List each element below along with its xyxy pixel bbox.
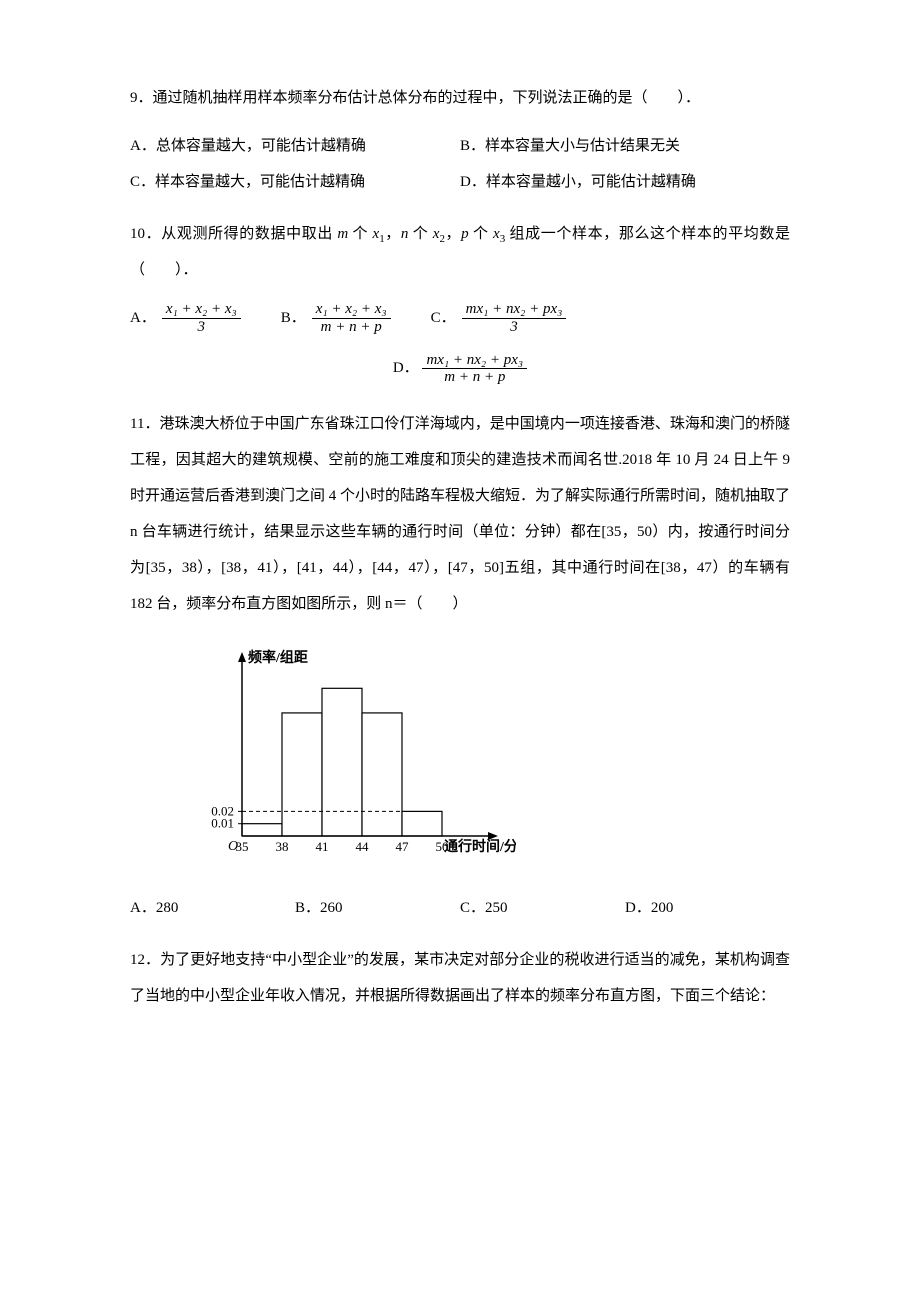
q10-c-label: C． — [431, 300, 456, 336]
q10-option-a: A． x₁ + x₂ + x₃ 3 — [130, 300, 241, 336]
q10-c2: ， — [445, 226, 461, 242]
q10-d-label: D． — [393, 360, 419, 376]
question-12-stem: 12．为了更好地支持“中小型企业”的发展，某市决定对部分企业的税收进行适当的减免… — [130, 942, 790, 1014]
q10-mid1: 个 — [348, 226, 372, 242]
q10-options-row: A． x₁ + x₂ + x₃ 3 B． x₁ + x₂ + x₃ m + n … — [130, 300, 790, 336]
q9-options-row2: C．样本容量越大，可能估计越精确 D．样本容量越小，可能估计越精确 — [130, 164, 790, 200]
q10-c-frac: mx₁ + nx₂ + px₃ 3 — [462, 301, 567, 335]
q10-c-num: mx₁ + nx₂ + px₃ — [462, 301, 567, 319]
svg-text:47: 47 — [396, 839, 410, 854]
q10-d-frac: mx₁ + nx₂ + px₃ m + n + p — [422, 352, 527, 386]
q10-b-den: m + n + p — [312, 319, 391, 336]
q10-mid3: 个 — [469, 226, 493, 242]
q10-c-den: 3 — [462, 319, 567, 336]
q10-m: m — [337, 226, 348, 242]
q9-option-c: C．样本容量越大，可能估计越精确 — [130, 164, 460, 200]
q9-stem-row: 9．通过随机抽样用样本频率分布估计总体分布的过程中，下列说法正确的是（ ）． — [130, 80, 790, 116]
q11-histogram: 0.020.01353841444750O频率/组距通行时间/分钟 — [186, 634, 790, 878]
q9-stem-full: 9．通过随机抽样用样本频率分布估计总体分布的过程中，下列说法正确的是（ ）． — [130, 90, 700, 106]
q10-a-den: 3 — [162, 319, 241, 336]
q10-b-label: B． — [281, 300, 306, 336]
q10-b-num: x₁ + x₂ + x₃ — [312, 301, 391, 319]
q10-d-den: m + n + p — [422, 369, 527, 386]
q10-d-num: mx₁ + nx₂ + px₃ — [422, 352, 527, 370]
q9-options-row1: A．总体容量越大，可能估计越精确 B．样本容量大小与估计结果无关 — [130, 128, 790, 164]
q10-x3: x — [493, 226, 500, 242]
q11-options: A．280 B．260 C．250 D．200 — [130, 890, 790, 926]
q10-pre: 10．从观测所得的数据中取出 — [130, 226, 337, 242]
question-10-stem: 10．从观测所得的数据中取出 m 个 x1，n 个 x2，p 个 x3 组成一个… — [130, 216, 790, 288]
q11-option-c: C．250 — [460, 890, 625, 926]
svg-text:频率/组距: 频率/组距 — [248, 649, 308, 666]
q10-option-c: C． mx₁ + nx₂ + px₃ 3 — [431, 300, 567, 336]
q9-option-a: A．总体容量越大，可能估计越精确 — [130, 128, 460, 164]
q10-a-label: A． — [130, 300, 156, 336]
svg-text:44: 44 — [356, 839, 370, 854]
q9-option-d: D．样本容量越小，可能估计越精确 — [460, 164, 790, 200]
svg-text:O: O — [228, 839, 238, 854]
q11-option-a: A．280 — [130, 890, 295, 926]
q11-option-d: D．200 — [625, 890, 790, 926]
svg-text:0.01: 0.01 — [211, 816, 234, 831]
q10-p: p — [461, 226, 469, 242]
q10-a-frac: x₁ + x₂ + x₃ 3 — [162, 301, 241, 335]
q10-a-num: x₁ + x₂ + x₃ — [162, 301, 241, 319]
histogram-svg: 0.020.01353841444750O频率/组距通行时间/分钟 — [186, 634, 516, 864]
q11-option-b: B．260 — [295, 890, 460, 926]
svg-text:通行时间/分钟: 通行时间/分钟 — [444, 838, 516, 855]
q10-c1: ， — [385, 226, 401, 242]
question-11-stem: 11．港珠澳大桥位于中国广东省珠江口伶仃洋海域内，是中国境内一项连接香港、珠海和… — [130, 406, 790, 622]
q10-option-b: B． x₁ + x₂ + x₃ m + n + p — [281, 300, 391, 336]
q10-option-d: D． mx₁ + nx₂ + px₃ m + n + p — [130, 350, 790, 386]
q9-option-b: B．样本容量大小与估计结果无关 — [460, 128, 790, 164]
svg-text:41: 41 — [316, 839, 329, 854]
svg-text:38: 38 — [276, 839, 289, 854]
q10-mid2: 个 — [408, 226, 432, 242]
q10-b-frac: x₁ + x₂ + x₃ m + n + p — [312, 301, 391, 335]
